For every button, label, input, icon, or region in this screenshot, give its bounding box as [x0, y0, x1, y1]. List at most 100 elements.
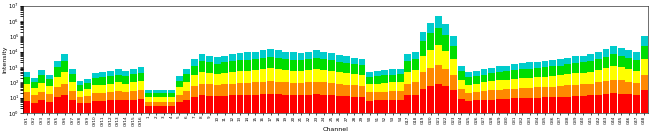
Bar: [61, 83, 68, 95]
Bar: [320, 59, 328, 70]
Bar: [114, 100, 122, 113]
Bar: [161, 102, 167, 106]
Bar: [374, 92, 381, 100]
Bar: [38, 92, 46, 100]
Bar: [359, 59, 365, 65]
Bar: [176, 102, 183, 113]
Bar: [549, 87, 556, 97]
Bar: [564, 85, 571, 96]
Bar: [580, 73, 586, 84]
Bar: [206, 84, 213, 96]
Bar: [153, 93, 160, 97]
Bar: [320, 82, 328, 95]
Bar: [122, 76, 129, 83]
Bar: [198, 72, 205, 83]
Bar: [77, 91, 83, 97]
Bar: [198, 61, 205, 72]
Bar: [435, 84, 442, 113]
Bar: [61, 61, 68, 72]
Bar: [206, 96, 213, 113]
Bar: [504, 80, 510, 89]
Bar: [336, 96, 343, 113]
Bar: [480, 69, 488, 75]
Bar: [313, 58, 320, 69]
Bar: [343, 63, 350, 73]
Bar: [84, 83, 91, 90]
Bar: [488, 81, 495, 90]
Bar: [214, 74, 220, 85]
Bar: [564, 74, 571, 85]
Bar: [99, 77, 107, 85]
Bar: [557, 59, 564, 66]
Bar: [306, 70, 312, 82]
Bar: [450, 46, 457, 59]
Bar: [168, 93, 175, 97]
Bar: [92, 73, 99, 78]
Bar: [306, 82, 312, 95]
Bar: [69, 82, 76, 91]
Bar: [107, 71, 114, 76]
Bar: [557, 86, 564, 97]
Bar: [84, 96, 91, 103]
Bar: [343, 85, 350, 96]
Bar: [580, 62, 586, 73]
Bar: [214, 57, 220, 64]
Bar: [564, 96, 571, 113]
Bar: [38, 100, 46, 113]
Bar: [511, 98, 518, 113]
Bar: [198, 95, 205, 113]
Bar: [603, 81, 610, 94]
Bar: [572, 85, 579, 96]
Bar: [328, 95, 335, 113]
Bar: [183, 100, 190, 113]
Bar: [435, 45, 442, 65]
Bar: [107, 92, 114, 100]
Bar: [427, 23, 434, 33]
Bar: [145, 93, 152, 97]
Bar: [336, 62, 343, 72]
Bar: [122, 92, 129, 100]
Bar: [336, 84, 343, 96]
Bar: [31, 82, 38, 88]
Bar: [404, 61, 411, 72]
Bar: [275, 50, 281, 58]
Bar: [298, 95, 304, 113]
Bar: [488, 100, 495, 113]
Bar: [229, 54, 236, 61]
Bar: [191, 75, 198, 86]
Bar: [145, 106, 152, 113]
Y-axis label: Intensity: Intensity: [2, 46, 7, 73]
Bar: [31, 88, 38, 95]
Bar: [320, 52, 328, 59]
Bar: [206, 55, 213, 62]
Bar: [244, 60, 251, 71]
Bar: [427, 50, 434, 68]
Bar: [610, 46, 617, 54]
Bar: [519, 98, 526, 113]
Bar: [298, 71, 304, 83]
Bar: [366, 92, 373, 101]
Bar: [366, 72, 373, 77]
Bar: [153, 97, 160, 102]
Bar: [38, 70, 46, 75]
Bar: [443, 24, 449, 35]
Bar: [443, 86, 449, 113]
Bar: [191, 97, 198, 113]
Bar: [237, 60, 244, 71]
Bar: [595, 82, 602, 95]
Bar: [222, 55, 228, 62]
Bar: [412, 52, 419, 59]
Bar: [427, 33, 434, 50]
Bar: [23, 84, 30, 92]
Bar: [488, 68, 495, 73]
Bar: [46, 102, 53, 113]
Bar: [610, 80, 617, 93]
Bar: [465, 93, 472, 101]
Bar: [244, 95, 251, 113]
Bar: [465, 72, 472, 77]
Bar: [206, 73, 213, 84]
Bar: [564, 64, 571, 74]
Bar: [290, 83, 297, 95]
Bar: [328, 71, 335, 83]
Bar: [366, 77, 373, 84]
